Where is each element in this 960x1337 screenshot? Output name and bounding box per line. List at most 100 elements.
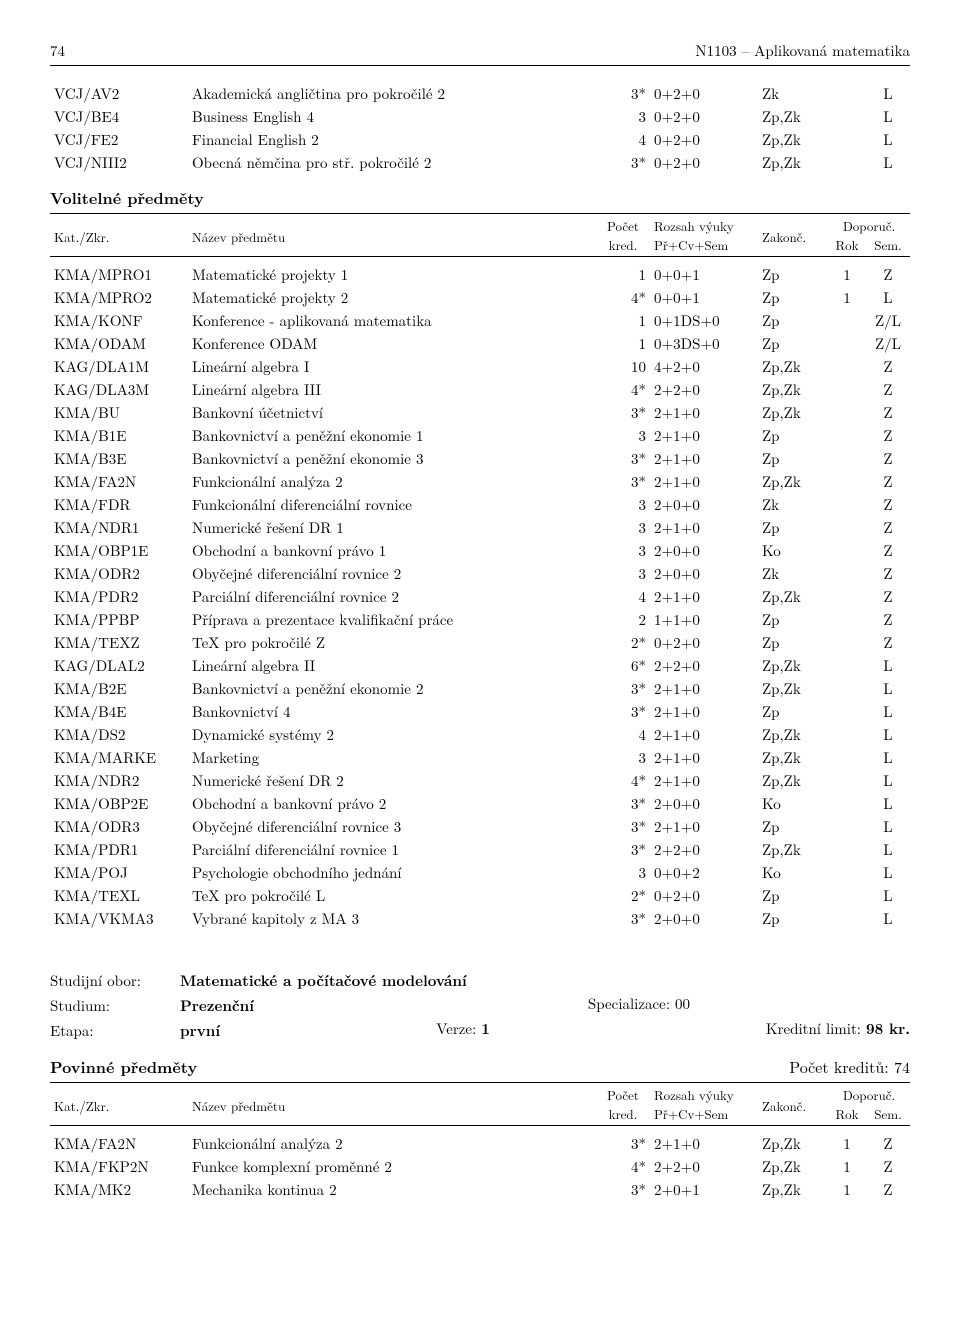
course-name: Dynamické systémy 2 (188, 723, 596, 746)
table-row: KMA/MPRO1Matematické projekty 110+0+1Zp1… (50, 263, 910, 286)
course-code: KMA/FKP2N (50, 1155, 188, 1178)
course-hours: 0+2+0 (650, 128, 758, 151)
course-code: KMA/B4E (50, 700, 188, 723)
course-kred: 3 (596, 562, 650, 585)
course-kred: 2 (596, 608, 650, 631)
course-name: Funkcionální analýza 2 (188, 1132, 596, 1155)
course-code: KMA/MK2 (50, 1178, 188, 1201)
course-kred: 3 (596, 516, 650, 539)
course-zakon: Ko (758, 792, 828, 815)
course-kred: 3* (596, 151, 650, 174)
course-hours: 2+1+0 (650, 401, 758, 424)
course-hours: 2+2+0 (650, 378, 758, 401)
course-kred: 3 (596, 746, 650, 769)
obor-label: Studijní obor: (50, 970, 180, 991)
course-sem: Z (866, 516, 910, 539)
course-name: Financial English 2 (188, 128, 596, 151)
course-zakon: Zp (758, 286, 828, 309)
course-code: KMA/FA2N (50, 470, 188, 493)
course-zakon: Zp (758, 516, 828, 539)
course-name: Obchodní a bankovní právo 1 (188, 539, 596, 562)
course-zakon: Zp (758, 263, 828, 286)
table-row: KMA/MPRO2Matematické projekty 24*0+0+1Zp… (50, 286, 910, 309)
course-zakon: Zp,Zk (758, 128, 828, 151)
course-zakon: Zp (758, 631, 828, 654)
course-name: Funkcionální diferenciální rovnice (188, 493, 596, 516)
course-kred: 4* (596, 769, 650, 792)
course-kred: 3* (596, 700, 650, 723)
table-row: KMA/TEXZTeX pro pokročilé Z2*0+2+0ZpZ (50, 631, 910, 654)
course-sem: Z (866, 562, 910, 585)
course-zakon: Zp,Zk (758, 654, 828, 677)
course-code: KMA/ODR2 (50, 562, 188, 585)
course-sem: Z/L (866, 309, 910, 332)
table-row: KMA/BUBankovní účetnictví3*2+1+0Zp,ZkZ (50, 401, 910, 424)
course-hours: 2+1+0 (650, 516, 758, 539)
obor-value: Matematické a počítačové modelování (180, 970, 467, 991)
course-hours: 2+0+1 (650, 1178, 758, 1201)
course-rok (828, 539, 866, 562)
course-rok (828, 493, 866, 516)
course-kred: 1 (596, 332, 650, 355)
course-name: Marketing (188, 746, 596, 769)
course-code: VCJ/AV2 (50, 82, 188, 105)
table-row: KAG/DLA1MLineární algebra I104+2+0Zp,ZkZ (50, 355, 910, 378)
course-name: Konference ODAM (188, 332, 596, 355)
table-row: KMA/NDR2Numerické řešení DR 24*2+1+0Zp,Z… (50, 769, 910, 792)
course-kred: 4 (596, 128, 650, 151)
course-name: Konference - aplikovaná matematika (188, 309, 596, 332)
course-rok (828, 746, 866, 769)
course-code: KAG/DLAL2 (50, 654, 188, 677)
course-name: Obyčejné diferenciální rovnice 3 (188, 815, 596, 838)
course-rok (828, 815, 866, 838)
limit: Kreditní limit: 98 kr. (766, 1018, 910, 1043)
spec-label: Specializace: 00 (588, 993, 690, 1018)
course-rok (828, 447, 866, 470)
course-code: VCJ/FE2 (50, 128, 188, 151)
course-sem: L (866, 792, 910, 815)
studium-value: Prezenční (180, 995, 254, 1016)
course-rok (828, 562, 866, 585)
course-sem: Z (866, 447, 910, 470)
course-sem: Z (866, 1155, 910, 1178)
course-kred: 3 (596, 105, 650, 128)
course-sem: L (866, 700, 910, 723)
course-rok (828, 631, 866, 654)
course-sem: Z (866, 631, 910, 654)
course-name: Psychologie obchodního jednání (188, 861, 596, 884)
course-code: KMA/ODR3 (50, 815, 188, 838)
course-zakon: Zp,Zk (758, 746, 828, 769)
course-code: KMA/B2E (50, 677, 188, 700)
course-code: VCJ/BE4 (50, 105, 188, 128)
course-kred: 4* (596, 378, 650, 401)
volitelne-title: Volitelné předměty (50, 186, 910, 209)
course-rok (828, 792, 866, 815)
course-kred: 3* (596, 815, 650, 838)
course-hours: 2+0+0 (650, 792, 758, 815)
course-sem: Z (866, 1178, 910, 1201)
course-name: Funkce komplexní proměnné 2 (188, 1155, 596, 1178)
course-zakon: Zk (758, 493, 828, 516)
course-kred: 3 (596, 424, 650, 447)
course-sem: Z (866, 608, 910, 631)
course-rok (828, 907, 866, 930)
table-row: KMA/NDR1Numerické řešení DR 132+1+0ZpZ (50, 516, 910, 539)
table-row: KMA/PDR2Parciální diferenciální rovnice … (50, 585, 910, 608)
course-hours: 2+1+0 (650, 677, 758, 700)
course-rok (828, 309, 866, 332)
table-row: KMA/TEXLTeX pro pokročilé L2*0+2+0ZpL (50, 884, 910, 907)
course-kred: 3* (596, 907, 650, 930)
course-rok (828, 401, 866, 424)
course-sem: L (866, 838, 910, 861)
course-hours: 2+1+0 (650, 470, 758, 493)
course-zakon: Ko (758, 539, 828, 562)
course-kred: 3 (596, 493, 650, 516)
course-kred: 3* (596, 838, 650, 861)
top-course-table: VCJ/AV2Akademická angličtina pro pokroči… (50, 82, 910, 174)
course-name: Akademická angličtina pro pokročilé 2 (188, 82, 596, 105)
th-rozsah: Rozsah výuky (650, 214, 758, 236)
course-sem: L (866, 286, 910, 309)
course-code: KMA/TEXZ (50, 631, 188, 654)
course-zakon: Zp,Zk (758, 838, 828, 861)
table-row: KMA/OBP2EObchodní a bankovní právo 23*2+… (50, 792, 910, 815)
